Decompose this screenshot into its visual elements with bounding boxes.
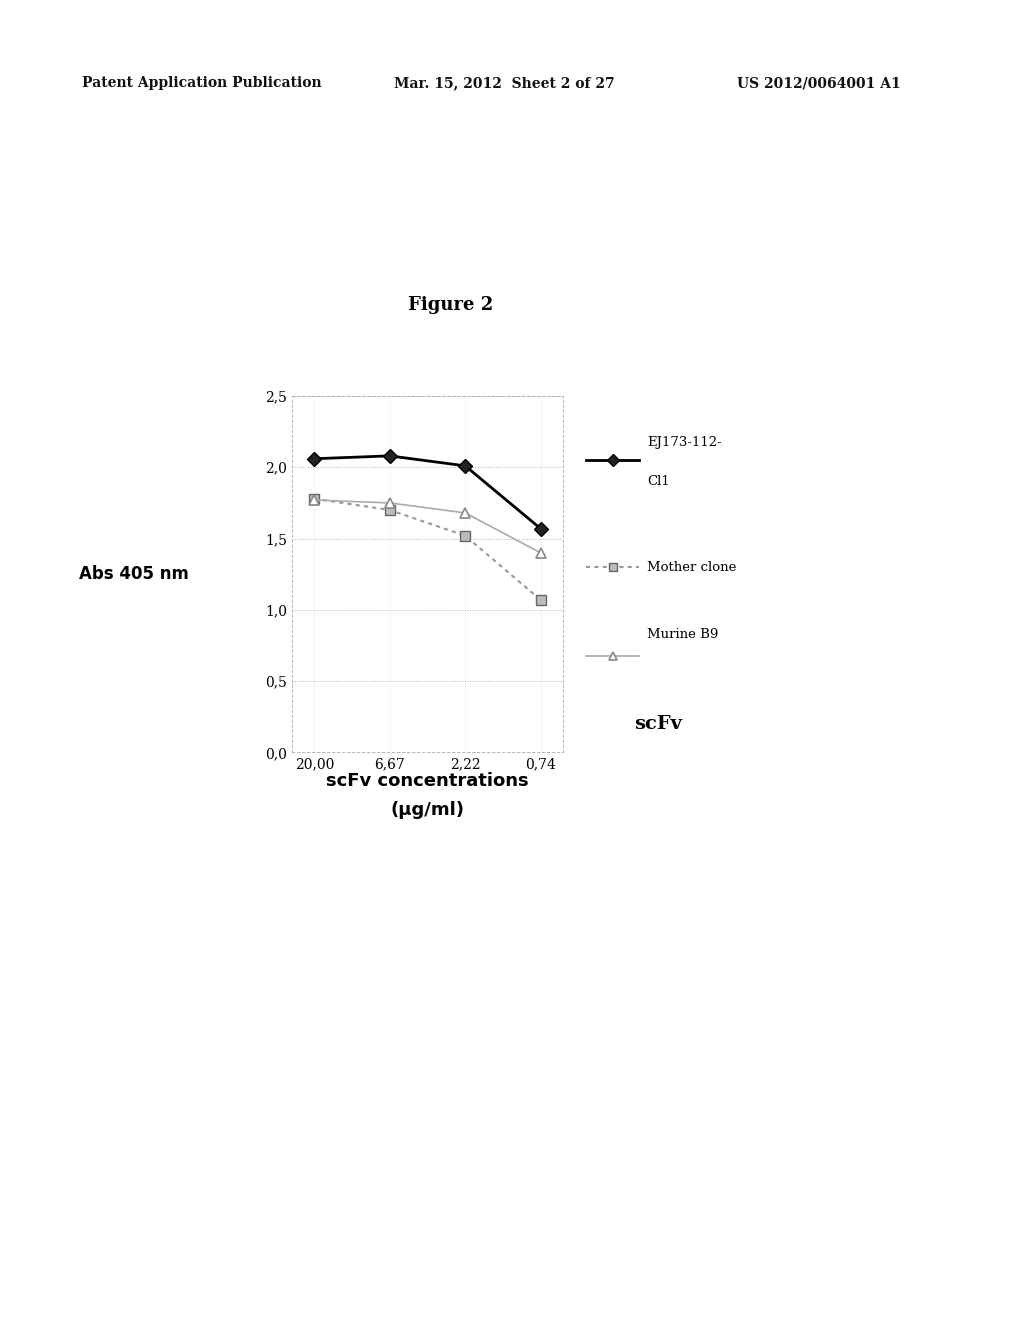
Text: Figure 2: Figure 2 bbox=[408, 296, 494, 314]
Text: (μg/ml): (μg/ml) bbox=[390, 801, 465, 820]
Text: Mar. 15, 2012  Sheet 2 of 27: Mar. 15, 2012 Sheet 2 of 27 bbox=[394, 77, 614, 90]
Text: scFv: scFv bbox=[634, 715, 682, 733]
Text: Murine B9: Murine B9 bbox=[647, 628, 718, 642]
Text: Cl1: Cl1 bbox=[647, 475, 670, 488]
Text: Patent Application Publication: Patent Application Publication bbox=[82, 77, 322, 90]
Text: EJ173-112-: EJ173-112- bbox=[647, 436, 722, 449]
Text: Abs 405 nm: Abs 405 nm bbox=[79, 565, 188, 583]
Text: US 2012/0064001 A1: US 2012/0064001 A1 bbox=[737, 77, 901, 90]
Text: scFv concentrations: scFv concentrations bbox=[327, 772, 528, 791]
Text: Mother clone: Mother clone bbox=[647, 561, 736, 574]
